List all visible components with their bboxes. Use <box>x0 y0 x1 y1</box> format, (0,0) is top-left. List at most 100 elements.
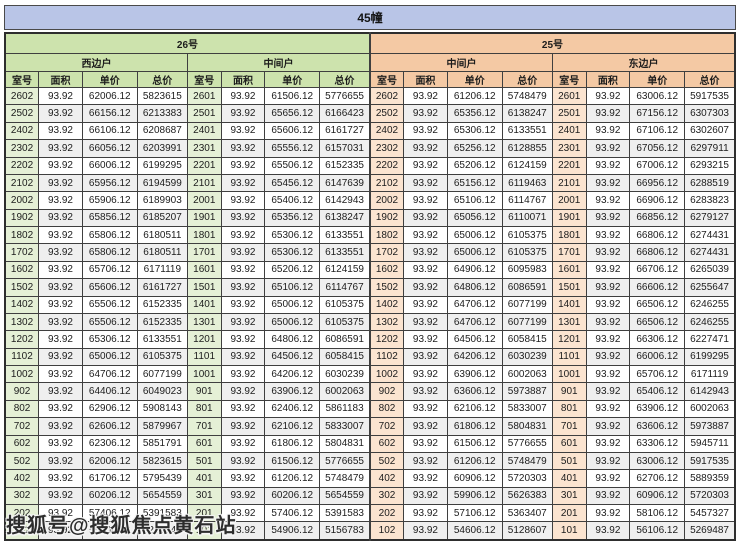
cell-room: 601 <box>186 434 222 453</box>
cell-area: 93.92 <box>220 382 266 401</box>
cell-unit-price: 65156.12 <box>446 173 503 193</box>
cell-room: 1001 <box>186 364 222 384</box>
table-row: 902 93.92 64406.12 6049023 901 93.92 63906.12 6… <box>4 382 736 401</box>
cell-unit-price: 60906.12 <box>629 486 686 506</box>
cell-area: 93.92 <box>403 225 448 245</box>
cell-area: 93.92 <box>403 260 448 280</box>
table-row: 1902 93.92 65856.12 6185207 1901 93.92 65356.1… <box>4 208 736 228</box>
cell-room: 1501 <box>186 278 222 297</box>
cell-total-price: 6293215 <box>684 156 736 175</box>
cell-unit-price: 63006.12 <box>629 451 686 471</box>
cell-room: 401 <box>551 469 587 488</box>
cell-room: 1502 <box>4 278 40 297</box>
cell-total-price: 5823615 <box>136 451 188 471</box>
cell-total-price: 6199295 <box>684 347 736 367</box>
cell-room: 802 <box>368 399 405 419</box>
cell-unit-price: 65806.12 <box>81 225 138 245</box>
cell-area: 93.92 <box>585 121 631 141</box>
cell-total-price: 6077199 <box>136 364 188 384</box>
cell-room: 1202 <box>368 330 405 349</box>
cell-total-price: 6208687 <box>136 121 188 141</box>
cell-unit-price: 66806.12 <box>629 225 686 245</box>
cell-total-price: 5654559 <box>136 486 188 506</box>
cell-unit-price: 61506.12 <box>264 451 321 471</box>
cell-room: 1501 <box>551 278 587 297</box>
cell-area: 93.92 <box>38 86 83 106</box>
cell-total-price: 5861183 <box>319 399 371 419</box>
cell-room: 1101 <box>551 347 587 367</box>
cell-area: 93.92 <box>38 486 83 506</box>
cell-room: 801 <box>186 399 222 419</box>
cell-total-price: 5391583 <box>136 503 188 523</box>
cell-room: 1602 <box>368 260 405 280</box>
cell-area: 93.92 <box>220 503 266 523</box>
cell-total-price: 5457327 <box>684 503 736 523</box>
table-row: 2502 93.92 66156.12 6213383 2501 93.92 65656.1… <box>4 104 736 123</box>
area-col-header: 面积 <box>585 71 631 88</box>
cell-unit-price: 54606.12 <box>446 521 503 541</box>
table-row: 1102 93.92 65006.12 6105375 1101 93.92 64506.1… <box>4 347 736 367</box>
cell-unit-price: 65556.12 <box>264 139 321 158</box>
cell-room: 2602 <box>368 86 405 106</box>
cell-room: 102 <box>4 521 40 541</box>
cell-area: 93.92 <box>38 434 83 453</box>
cell-room: 2501 <box>551 104 587 123</box>
cell-room: 502 <box>4 451 40 471</box>
cell-unit-price: 65406.12 <box>264 191 321 210</box>
cell-total-price: 6213383 <box>136 104 188 123</box>
cell-area: 93.92 <box>585 278 631 297</box>
cell-area: 93.92 <box>403 364 448 384</box>
cell-room: 501 <box>186 451 222 471</box>
cell-room: 1001 <box>551 364 587 384</box>
cell-unit-price: 65106.12 <box>264 278 321 297</box>
cell-total-price: 6246255 <box>684 312 736 332</box>
cell-total-price: 6265039 <box>684 260 736 280</box>
cell-unit-price: 62106.12 <box>264 417 321 436</box>
cell-unit-price: 66906.12 <box>629 191 686 210</box>
total-col-header: 总价 <box>684 71 736 88</box>
cell-room: 1201 <box>186 330 222 349</box>
cell-area: 93.92 <box>585 104 631 123</box>
cell-room: 701 <box>551 417 587 436</box>
total-col-header: 总价 <box>319 71 371 88</box>
cell-total-price: 6255647 <box>684 278 736 297</box>
cell-room: 302 <box>4 486 40 506</box>
cell-area: 93.92 <box>403 434 448 453</box>
cell-area: 93.92 <box>38 191 83 210</box>
cell-room: 402 <box>4 469 40 488</box>
cell-unit-price: 66006.12 <box>81 156 138 175</box>
cell-area: 93.92 <box>403 330 448 349</box>
cell-unit-price: 64706.12 <box>81 364 138 384</box>
cell-unit-price: 61206.12 <box>446 86 503 106</box>
cell-area: 93.92 <box>38 278 83 297</box>
cell-unit-price: 65506.12 <box>81 295 138 314</box>
cell-room: 1002 <box>368 364 405 384</box>
cell-unit-price: 65906.12 <box>81 191 138 210</box>
cell-unit-price: 66606.12 <box>629 278 686 297</box>
price-col-header: 单价 <box>264 71 321 88</box>
cell-total-price: 6185207 <box>136 208 188 228</box>
cell-unit-price: 66156.12 <box>81 104 138 123</box>
cell-unit-price: 63906.12 <box>264 382 321 401</box>
table-row: 1202 93.92 65306.12 6133551 1201 93.92 64806.1… <box>4 330 736 349</box>
table-row: 2602 93.92 62006.12 5823615 2601 93.92 61506.1… <box>4 86 736 106</box>
price-col-header: 单价 <box>446 71 503 88</box>
cell-unit-price: 57406.12 <box>81 503 138 523</box>
cell-total-price: 6086591 <box>319 330 371 349</box>
cell-area: 93.92 <box>220 347 266 367</box>
cell-unit-price: 65606.12 <box>81 278 138 297</box>
cell-total-price: 6138247 <box>501 104 553 123</box>
column-header-row: 室号 面积 单价 总价 室号 面积 单价 总价 室号 面积 单价 总价 室号 面积 单价 总价 <box>4 71 736 88</box>
cell-area: 93.92 <box>220 191 266 210</box>
cell-room: 701 <box>186 417 222 436</box>
cell-total-price: 5804831 <box>501 417 553 436</box>
cell-unit-price: 66506.12 <box>629 312 686 332</box>
cell-total-price: 6105375 <box>501 225 553 245</box>
cell-room: 1702 <box>368 243 405 262</box>
cell-unit-price: 61806.12 <box>446 417 503 436</box>
cell-room: 1302 <box>368 312 405 332</box>
cell-total-price: 6110071 <box>501 208 553 228</box>
cell-unit-price: 65506.12 <box>81 312 138 332</box>
unit-type-header: 中间户 <box>186 53 371 72</box>
cell-total-price: 5654559 <box>319 486 371 506</box>
